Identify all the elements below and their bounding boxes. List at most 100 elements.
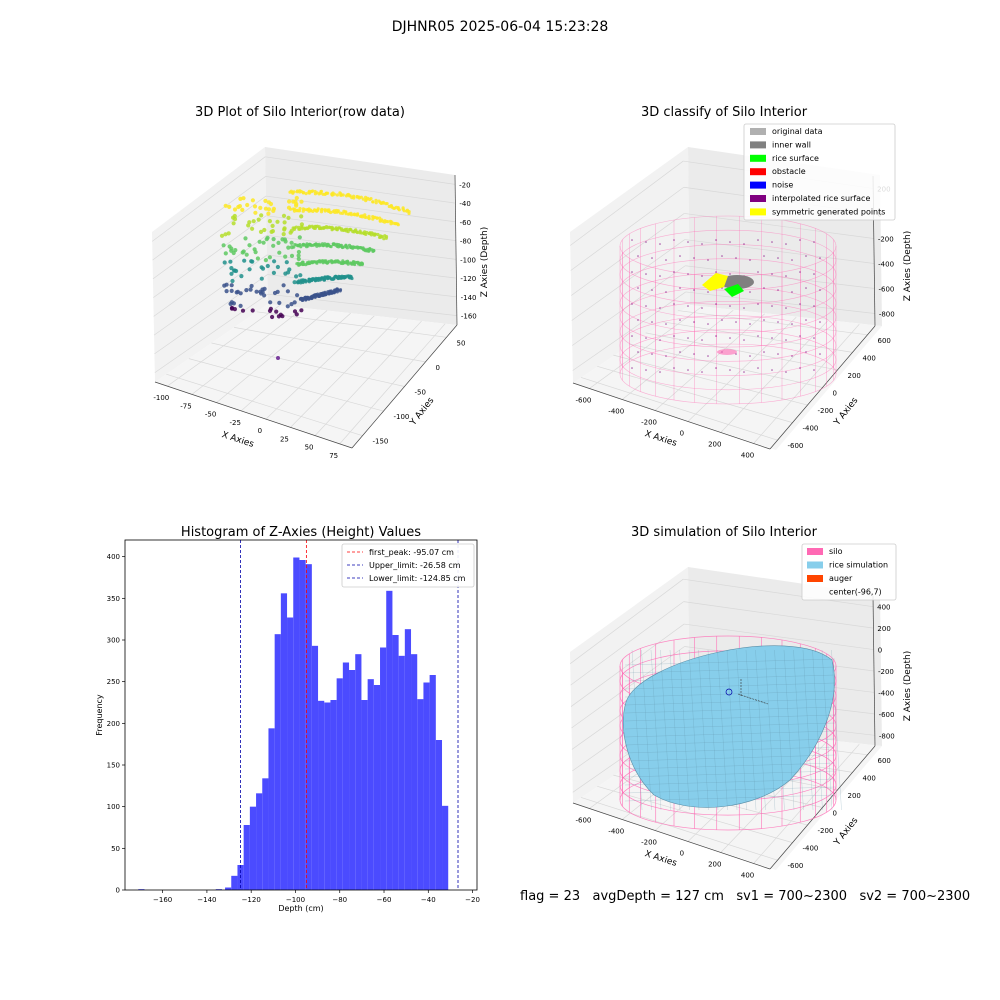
simulation-3d-ylabel: Y Axies (832, 816, 861, 849)
legend-swatch (750, 168, 766, 176)
legend-entry: inner wall (772, 140, 811, 149)
y-tick-label: -400 (803, 425, 819, 433)
raw-3d-y-ticks: -150 -100 -50 0 50 (373, 339, 466, 445)
histogram-bar (318, 700, 325, 890)
raw-3d-xlabel: X Axies (220, 430, 255, 450)
z-tick-label: -140 (461, 294, 477, 302)
z-tick-label: -160 (461, 313, 477, 321)
histogram-bar (355, 654, 362, 890)
histogram-bar (435, 740, 443, 890)
z-tick-label: 400 (877, 604, 890, 612)
z-tick-label: 200 (877, 625, 890, 633)
histogram-bar (299, 560, 306, 890)
x-tick-label: -100 (153, 394, 169, 402)
legend-entry: obstacle (772, 167, 806, 176)
y-tick-label: 200 (848, 372, 861, 380)
histogram-bar (411, 654, 418, 890)
histogram-bar (386, 590, 393, 890)
z-tick-label: -800 (879, 311, 895, 319)
simulation-3d-title: 3D simulation of Silo Interior (631, 525, 818, 540)
histogram-bar (342, 662, 350, 890)
x-tick-label: 400 (741, 872, 754, 880)
figure-suptitle: DJHNR05 2025-06-04 15:23:28 (392, 19, 609, 35)
y-tick-label: 0 (436, 364, 440, 372)
y-tick-label: 200 (848, 792, 861, 800)
legend-entry: original data (772, 127, 823, 136)
raw-3d-points (219, 189, 411, 360)
classify-3d-xlabel: X Axies (643, 429, 678, 449)
raw-3d-zlabel: Z Axies (Depth) (480, 227, 490, 298)
classify-3d-gridlines (570, 160, 876, 450)
histogram-bar (442, 805, 449, 890)
x-tick-label: 0 (680, 850, 684, 858)
histogram-bar (392, 635, 399, 890)
raw-3d-title: 3D Plot of Silo Interior(row data) (195, 105, 405, 120)
legend-swatch (750, 141, 766, 149)
histogram-bar (280, 593, 288, 890)
y-tick-label: 600 (878, 337, 891, 345)
histogram-x-tick-label: −160 (153, 896, 172, 904)
x-tick-label: -25 (229, 419, 240, 427)
legend-entry: interpolated rice surface (772, 194, 870, 203)
panel-raw-3d: 3D Plot of Silo Interior(row data) -100 -… (151, 105, 490, 460)
classify-3d-title: 3D classify of Silo Interior (641, 105, 808, 120)
panel-simulation-3d: 3D simulation of Silo Interior -600 -400 -… (570, 525, 913, 880)
panel-histogram: Histogram of Z-Axies (Height) Values −16… (95, 525, 480, 913)
histogram-bar (215, 889, 222, 890)
histogram-bars (138, 557, 449, 890)
histogram-title: Histogram of Z-Axies (Height) Values (181, 525, 421, 540)
raw-3d-ylabel: Y Axies (408, 396, 437, 429)
status-footer: flag = 23 avgDepth = 127 cm sv1 = 700~23… (520, 889, 970, 904)
simulation-3d-xlabel: X Axies (643, 849, 678, 869)
simulation-3d-rice-mesh (624, 649, 842, 811)
histogram-y-tick-label: 50 (111, 845, 120, 853)
x-tick-label: 75 (329, 452, 338, 460)
x-tick-label: -600 (575, 817, 591, 825)
footer-flag: flag = 23 (520, 889, 581, 904)
histogram-x-tick-label: −100 (286, 896, 305, 904)
classify-3d-bottom-cluster (717, 349, 737, 355)
histogram-xlabel: Depth (cm) (278, 904, 323, 913)
legend-entry: auger (829, 574, 853, 583)
z-tick-label: -200 (878, 668, 894, 676)
x-tick-label: -50 (205, 411, 216, 419)
histogram-bar (349, 670, 356, 890)
x-tick-label: -400 (608, 828, 624, 836)
histogram-x-tick-label: −60 (377, 896, 392, 904)
z-tick-label: -800 (879, 732, 895, 740)
histogram-y-tick-label: 250 (107, 678, 120, 686)
histogram-bar (287, 617, 294, 890)
classify-3d-zlabel: Z Axies (Depth) (903, 231, 913, 302)
x-tick-label: -600 (575, 397, 591, 405)
z-tick-label: -20 (459, 181, 470, 189)
x-tick-label: -400 (608, 408, 624, 416)
histogram-legend: first_peak: -95.07 cm Upper_limit: -26.58… (341, 543, 475, 588)
legend-entry: symmetric generated points (772, 207, 885, 216)
histogram-y-ticks: 0 50 100 150 200 250 300 350 400 (107, 553, 125, 895)
histogram-x-tick-label: −140 (197, 896, 216, 904)
footer-sv2: sv2 = 700~2300 (859, 889, 971, 904)
y-tick-label: 400 (863, 774, 876, 782)
histogram-bar (243, 825, 250, 890)
histogram-bar (256, 793, 263, 890)
histogram-bar (231, 875, 238, 890)
x-tick-label: -200 (641, 419, 657, 427)
histogram-bar (274, 634, 281, 890)
y-tick-label: -600 (788, 442, 804, 450)
legend-entry: Upper_limit: -26.58 cm (369, 561, 461, 570)
classify-3d-pane-floor (573, 305, 882, 450)
x-tick-label: 25 (280, 435, 289, 443)
classify-3d-pane-left (570, 147, 690, 383)
histogram-bar (262, 778, 269, 890)
x-tick-label: 0 (258, 427, 262, 435)
raw-3d-pane-back (265, 147, 457, 325)
raw-3d-x-ticks: -100 -75 -50 -25 0 25 50 75 (153, 394, 338, 460)
legend-entry: silo (829, 547, 843, 556)
histogram-bar (336, 678, 343, 890)
legend-swatch (807, 548, 823, 555)
classify-3d-legend: original data inner wall rice surface obsta… (743, 123, 896, 221)
y-tick-label: -400 (803, 845, 819, 853)
simulation-3d-z-ticks: 400 200 0 -200 -400 -600 -800 (877, 604, 895, 741)
x-tick-label: 400 (741, 452, 754, 460)
